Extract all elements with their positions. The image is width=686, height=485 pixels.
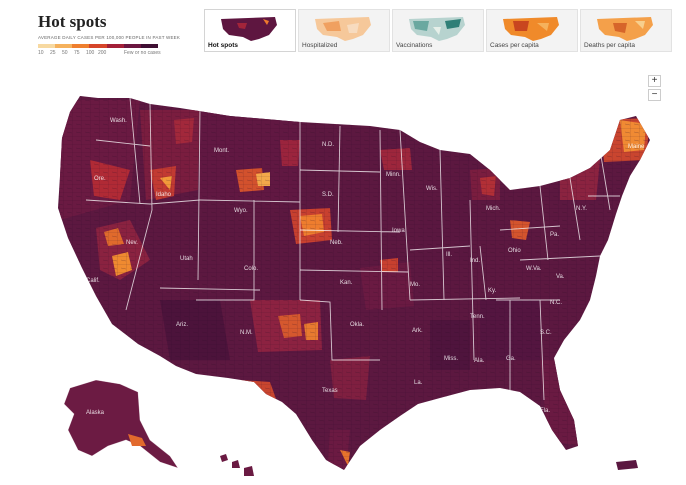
state-label: Ore. xyxy=(94,176,106,182)
state-label: Ohio xyxy=(508,248,521,254)
legend-swatch xyxy=(55,44,73,48)
tab-label: Deaths per capita xyxy=(584,42,635,49)
legend-swatch xyxy=(38,44,56,48)
state-label: Neb. xyxy=(330,240,343,246)
legend-tick: 100 xyxy=(86,50,95,56)
legend-swatch xyxy=(72,44,90,48)
state-label: Wis. xyxy=(426,186,438,192)
tab-label: Hospitalized xyxy=(302,42,338,49)
state-label: Calif. xyxy=(86,278,100,284)
state-label: Ind. xyxy=(470,258,480,264)
legend-color-bar xyxy=(38,44,158,48)
state-label: N.Y. xyxy=(576,206,587,212)
tab-cases-per-capita[interactable]: Cases per capita xyxy=(486,9,578,52)
hospitalized-thumbnail-icon xyxy=(315,17,371,41)
alaska-hotspot xyxy=(128,434,146,446)
state-label: Mont. xyxy=(214,148,229,154)
state-label: Mo. xyxy=(410,282,420,288)
state-label: Minn. xyxy=(386,172,401,178)
state-label: Wyo. xyxy=(234,208,248,214)
state-label: Mich. xyxy=(486,206,501,212)
legend-swatch xyxy=(89,44,107,48)
state-label: Ill. xyxy=(446,252,452,258)
state-label: Pa. xyxy=(550,232,559,238)
state-label: W.Va. xyxy=(526,266,542,272)
puerto-rico-shape xyxy=(616,460,638,470)
state-label: S.C. xyxy=(540,330,552,336)
state-label: N.M. xyxy=(240,330,253,336)
cases-thumbnail-icon xyxy=(503,17,559,41)
tab-vaccinations[interactable]: Vaccinations xyxy=(392,9,484,52)
state-label: N.C. xyxy=(550,300,562,306)
state-label: Va. xyxy=(556,274,565,280)
state-label: Utah xyxy=(180,256,193,262)
zoom-controls: + − xyxy=(648,75,661,101)
legend-note: Few or no cases xyxy=(124,50,161,56)
state-label: Tenn. xyxy=(470,314,485,320)
state-label: Kan. xyxy=(340,280,353,286)
state-label: Alaska xyxy=(86,410,105,416)
state-borders xyxy=(85,97,620,401)
legend-tick: 50 xyxy=(62,50,68,56)
zoom-out-button[interactable]: − xyxy=(648,89,661,101)
state-label: Colo. xyxy=(244,266,258,272)
alaska-shape xyxy=(63,379,179,469)
page-title: Hot spots xyxy=(38,12,107,31)
state-label: Fla. xyxy=(540,408,550,414)
deaths-thumbnail-icon xyxy=(597,17,653,41)
state-label: Texas xyxy=(322,388,338,394)
state-label: Wash. xyxy=(110,118,127,124)
state-label: N.D. xyxy=(322,142,334,148)
state-label: Ga. xyxy=(506,356,516,362)
tab-label: Vaccinations xyxy=(396,42,433,49)
legend-subtitle: Average daily cases per 100,000 people i… xyxy=(38,35,181,40)
map-type-tabs: Hot spots Hospitalized Vaccinations Case… xyxy=(204,9,672,52)
state-label: Ariz. xyxy=(176,322,188,328)
map-header: Hot spots Average daily cases per 100,00… xyxy=(38,12,198,56)
state-label: Nev. xyxy=(126,240,138,246)
state-label: La. xyxy=(414,380,423,386)
state-label: Miss. xyxy=(444,356,458,362)
vaccinations-thumbnail-icon xyxy=(409,17,465,41)
state-labels: Wash. Ore. Calif. Nev. Idaho Mont. Wyo. … xyxy=(86,118,645,416)
state-label: Maine xyxy=(628,144,645,150)
tab-hot-spots[interactable]: Hot spots xyxy=(204,9,296,52)
legend-swatch xyxy=(140,44,158,48)
tab-deaths-per-capita[interactable]: Deaths per capita xyxy=(580,9,672,52)
state-label: Idaho xyxy=(156,192,172,198)
state-label: Iowa xyxy=(392,228,405,234)
legend-tick: 200 xyxy=(98,50,107,56)
state-label: Ky. xyxy=(488,288,497,294)
state-label: S.D. xyxy=(322,192,334,198)
tab-hospitalized[interactable]: Hospitalized xyxy=(298,9,390,52)
hawaii-islands xyxy=(220,454,254,476)
legend-swatch xyxy=(123,44,141,48)
state-label: Ala. xyxy=(474,358,485,364)
legend-swatch xyxy=(106,44,124,48)
zoom-in-button[interactable]: + xyxy=(648,75,661,87)
tab-label: Hot spots xyxy=(208,42,238,49)
legend-tick: 10 xyxy=(38,50,44,56)
legend-tick: 75 xyxy=(74,50,80,56)
tab-label: Cases per capita xyxy=(490,42,539,49)
legend-tick: 25 xyxy=(50,50,56,56)
state-label: Okla. xyxy=(350,322,364,328)
legend-ticks: 10 25 50 75 100 200 Few or no cases xyxy=(38,50,198,56)
state-label: Ark. xyxy=(412,328,423,334)
hot-spots-thumbnail-icon xyxy=(221,17,277,41)
